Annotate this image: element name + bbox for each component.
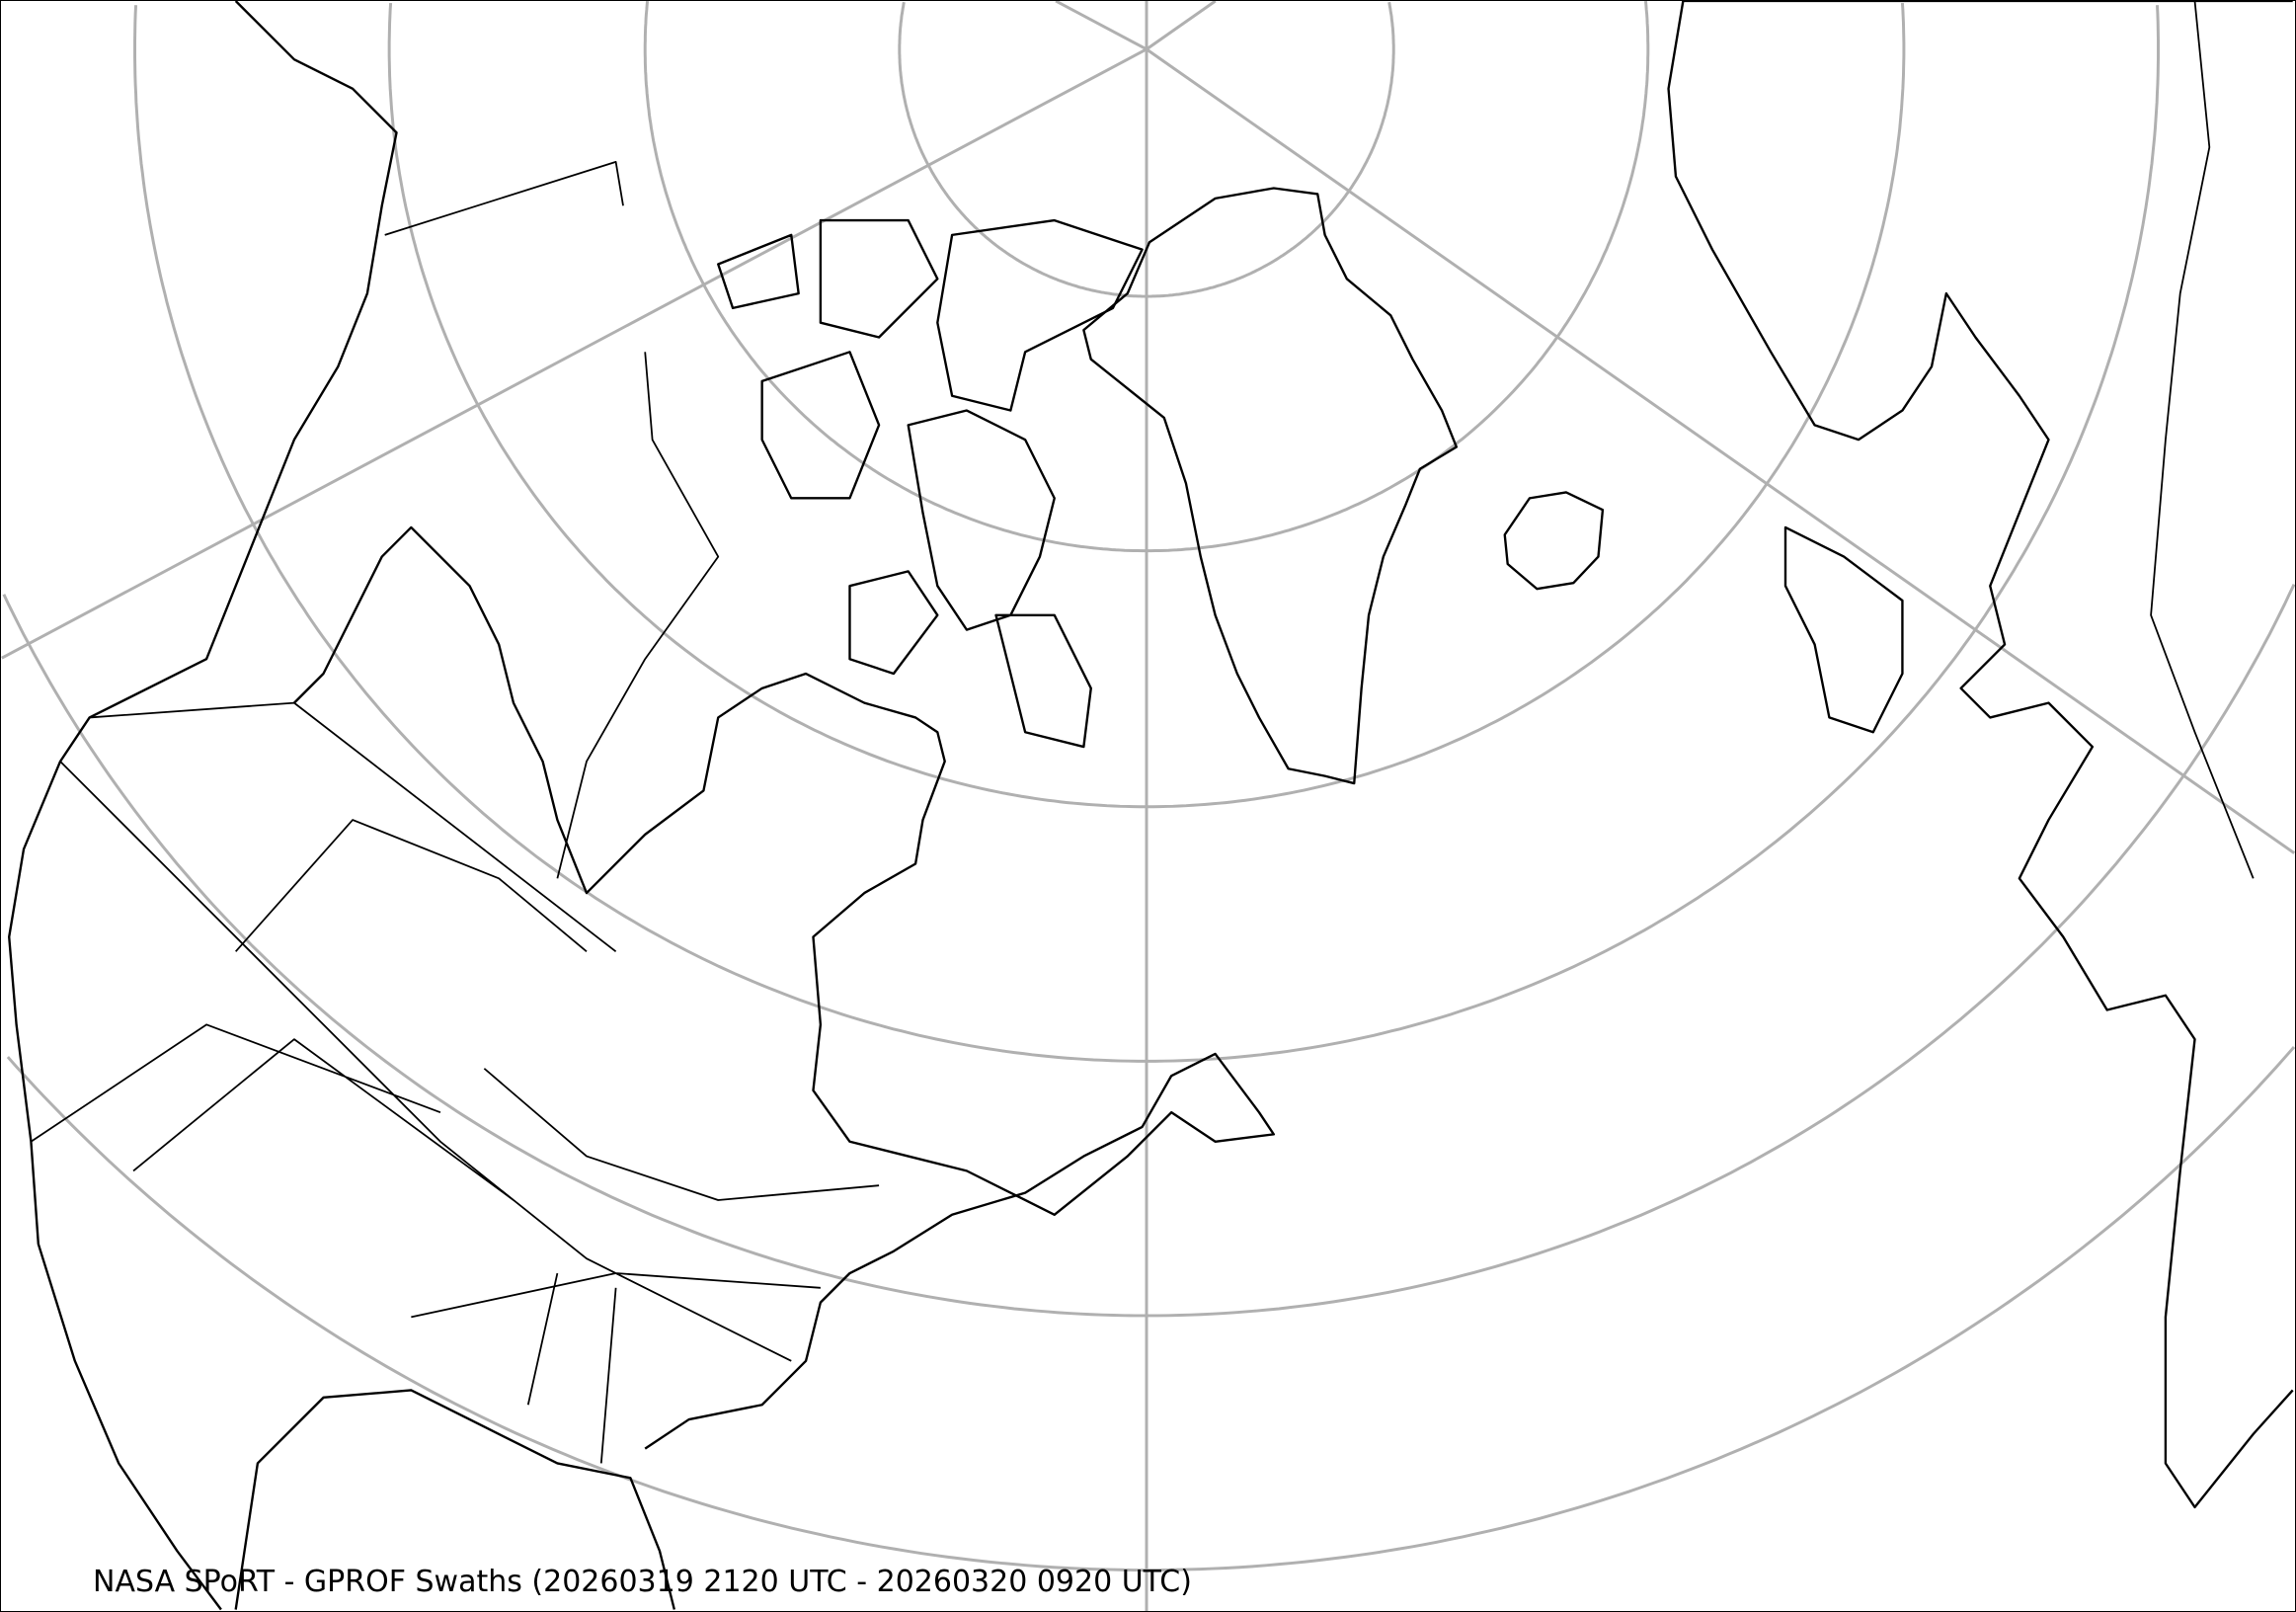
latitude-circle bbox=[898, 1, 1395, 298]
coastlines bbox=[8, 1, 2294, 1611]
latitude-circle bbox=[387, 2, 1906, 809]
map-caption: NASA SPoRT - GPROF Swaths (20260319 2120… bbox=[93, 1565, 1192, 1599]
latitude-circle bbox=[643, 1, 1650, 553]
north-america-coast bbox=[8, 1, 1276, 1611]
arctic-islands bbox=[717, 218, 1144, 749]
political-borders bbox=[30, 1, 2255, 1464]
latitude-circle bbox=[6, 1046, 2295, 1572]
iceland-outline bbox=[1503, 491, 1605, 591]
europe-coast bbox=[1667, 1, 2294, 1509]
meridian-line bbox=[1146, 47, 2295, 854]
meridian-line bbox=[1, 47, 1148, 660]
latitude-circle bbox=[2, 584, 2295, 1318]
meridian-line bbox=[1146, 1, 1217, 51]
meridian-line bbox=[1055, 1, 1148, 51]
greenland-outline bbox=[1082, 187, 1459, 785]
